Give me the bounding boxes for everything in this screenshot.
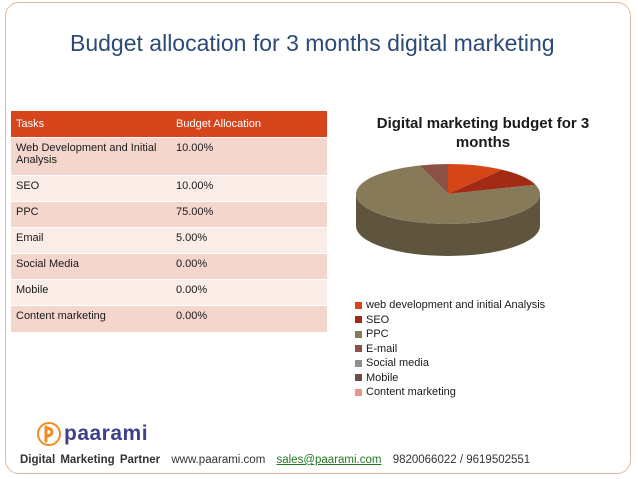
table-row: Social Media 0.00% bbox=[11, 253, 327, 280]
table-row: Content marketing 0.00% bbox=[11, 305, 327, 332]
legend-swatch bbox=[355, 345, 362, 353]
footer: Digital Marketing Partner www.paarami.co… bbox=[20, 454, 538, 466]
footer-website-link[interactable]: www.paarami.com bbox=[171, 454, 266, 466]
legend-label: Mobile bbox=[366, 371, 399, 384]
slide-title: Budget allocation for 3 months digital m… bbox=[70, 30, 555, 56]
allocation-cell: 10.00% bbox=[171, 137, 327, 176]
legend-label: SEO bbox=[366, 313, 390, 326]
pie-chart bbox=[356, 164, 540, 256]
task-cell: Email bbox=[11, 227, 171, 254]
legend-swatch bbox=[355, 330, 362, 338]
task-cell: PPC bbox=[11, 201, 171, 228]
allocation-cell: 75.00% bbox=[171, 201, 327, 228]
column-header-budget: Budget Allocation bbox=[171, 111, 327, 138]
paarami-logo-icon bbox=[37, 422, 61, 446]
legend-label: web development and initial Analysis bbox=[366, 299, 546, 311]
allocation-cell: 0.00% bbox=[171, 305, 327, 332]
column-header-tasks: Tasks bbox=[11, 111, 171, 138]
table-row: SEO 10.00% bbox=[11, 175, 327, 202]
legend-item: Content marketing bbox=[355, 385, 545, 400]
legend-item: Mobile bbox=[355, 371, 545, 386]
legend-swatch bbox=[355, 316, 362, 324]
legend-swatch bbox=[355, 301, 362, 309]
footer-email-link[interactable]: sales@paarami.com bbox=[276, 454, 382, 466]
allocation-cell: 5.00% bbox=[171, 227, 327, 254]
pie-side-group bbox=[356, 194, 540, 256]
legend-label: Social media bbox=[366, 357, 429, 369]
legend-item: Social media bbox=[355, 356, 545, 371]
legend-swatch bbox=[355, 388, 362, 396]
budget-table: Tasks Budget Allocation Web Development … bbox=[11, 111, 327, 332]
legend-label: E-mail bbox=[366, 342, 398, 355]
table-row: PPC 75.00% bbox=[11, 201, 327, 228]
legend-label: Content marketing bbox=[366, 386, 456, 398]
legend-swatch bbox=[355, 374, 362, 382]
slide-frame bbox=[5, 2, 631, 474]
footer-phones: 9820066022 / 9619502551 bbox=[392, 454, 531, 466]
task-cell: Mobile bbox=[11, 279, 171, 306]
allocation-cell: 0.00% bbox=[171, 279, 327, 306]
legend-item: E-mail bbox=[355, 342, 545, 357]
logo-wordmark: paarami bbox=[64, 422, 149, 445]
pie-chart-area bbox=[340, 150, 570, 295]
chart-legend: web development and initial Analysis SEO P… bbox=[355, 298, 545, 400]
task-cell: Web Development and Initial Analysis bbox=[11, 137, 171, 176]
pie-slice-0 bbox=[448, 164, 503, 194]
table-header-row: Tasks Budget Allocation bbox=[11, 111, 327, 138]
legend-item: PPC bbox=[355, 327, 545, 342]
table-row: Web Development and Initial Analysis 10.… bbox=[11, 137, 327, 176]
allocation-cell: 0.00% bbox=[171, 253, 327, 280]
table-row: Mobile 0.00% bbox=[11, 279, 327, 306]
chart-title: Digital marketing budget for 3 months bbox=[376, 115, 590, 151]
task-cell: SEO bbox=[11, 175, 171, 202]
legend-label: PPC bbox=[366, 328, 389, 340]
paarami-logo: paarami bbox=[37, 422, 148, 446]
pie-slice-1 bbox=[448, 169, 536, 194]
pie-slice-3 bbox=[419, 164, 448, 194]
pie-slice-2 bbox=[356, 165, 540, 224]
allocation-cell: 10.00% bbox=[171, 175, 327, 202]
legend-item: SEO bbox=[355, 313, 545, 328]
footer-partner-text: Digital Marketing Partner bbox=[20, 454, 161, 466]
task-cell: Social Media bbox=[11, 253, 171, 280]
legend-item: web development and initial Analysis bbox=[355, 298, 545, 313]
legend-swatch bbox=[355, 359, 362, 367]
pie-slice-side-2 bbox=[356, 194, 540, 256]
task-cell: Content marketing bbox=[11, 305, 171, 332]
table-row: Email 5.00% bbox=[11, 227, 327, 254]
